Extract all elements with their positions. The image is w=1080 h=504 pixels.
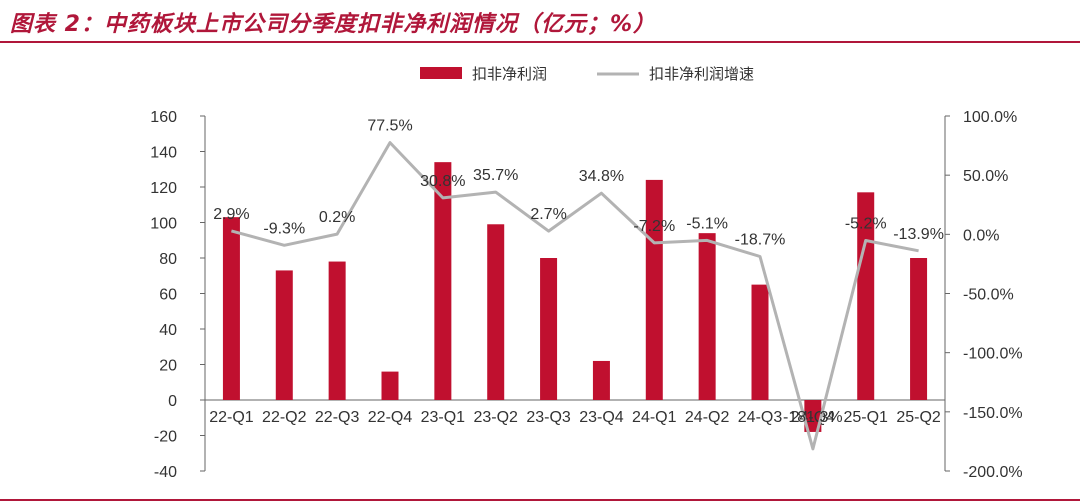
x-tick-label: 24-Q3 — [738, 409, 783, 426]
y-left-tick-label: 80 — [159, 251, 177, 268]
bar-25-Q1 — [857, 192, 875, 400]
combo-chart: -40 -20 0 20 40 60 80 100 120 140 160 -200.0% -150.0… — [150, 66, 1023, 481]
bottom-divider — [0, 499, 1080, 501]
growth-data-label: -7.2% — [633, 218, 675, 235]
y-left-tick-label: 100 — [150, 216, 177, 233]
chart-container: -40 -20 0 20 40 60 80 100 120 140 160 -200.0% -150.0… — [0, 44, 1080, 499]
x-tick-label: 22-Q3 — [315, 409, 360, 426]
x-tick-label: 25-Q2 — [896, 409, 941, 426]
x-tick-label: 23-Q4 — [579, 409, 624, 426]
bar-24-Q2 — [698, 233, 716, 400]
bar-22-Q1 — [222, 217, 240, 400]
x-tick-label: 22-Q2 — [262, 409, 307, 426]
y-left-tick-label: 20 — [159, 358, 177, 375]
y-left-tick-label: 120 — [150, 180, 177, 197]
growth-data-label: 2.7% — [530, 206, 566, 223]
legend-bar-label: 扣非净利润 — [472, 66, 547, 83]
y-left-tick-label: -40 — [154, 464, 177, 481]
bar-23-Q2 — [487, 224, 505, 400]
growth-data-label: -181.3% — [783, 409, 843, 426]
y-left-tick-label: 0 — [168, 393, 177, 410]
growth-data-label: -9.3% — [263, 220, 305, 237]
growth-data-label: -5.1% — [686, 215, 728, 232]
bar-23-Q4 — [592, 360, 610, 400]
y-right-tick-label: -50.0% — [963, 287, 1014, 304]
growth-data-label: 0.2% — [319, 209, 355, 226]
x-tick-label: 22-Q4 — [368, 409, 413, 426]
growth-data-label: 35.7% — [473, 167, 518, 184]
growth-data-label: 34.8% — [579, 168, 624, 185]
growth-data-label: 30.8% — [420, 173, 465, 190]
x-tick-label: 23-Q3 — [526, 409, 571, 426]
y-right-tick-label: -150.0% — [963, 405, 1023, 422]
x-tick-label: 23-Q1 — [421, 409, 466, 426]
bar-23-Q3 — [540, 258, 558, 400]
y-left-tick-label: -20 — [154, 429, 177, 446]
bar-25-Q2 — [910, 258, 928, 400]
y-right-tick-label: 0.0% — [963, 227, 999, 244]
growth-line — [231, 141, 919, 451]
growth-data-label: -18.7% — [735, 231, 786, 248]
y-left-tick-label: 140 — [150, 145, 177, 162]
figure-header: 图表 2：中药板块上市公司分季度扣非净利润情况（亿元；%） — [0, 0, 1080, 44]
x-tick-label: 22-Q1 — [209, 409, 254, 426]
growth-data-label: 77.5% — [367, 118, 412, 135]
legend-bar-swatch — [420, 67, 462, 79]
growth-data-label: -13.9% — [893, 226, 944, 243]
legend-line-label: 扣非净利润增速 — [649, 66, 754, 83]
x-tick-label: 23-Q2 — [473, 409, 518, 426]
bar-23-Q1 — [434, 162, 452, 400]
y-left-tick-label: 40 — [159, 322, 177, 339]
x-tick-label: 24-Q1 — [632, 409, 677, 426]
y-left-tick-label: 160 — [150, 109, 177, 126]
y-right-tick-label: 50.0% — [963, 168, 1008, 185]
bar-24-Q3 — [751, 284, 769, 400]
growth-data-label: -5.2% — [845, 215, 887, 232]
bar-22-Q4 — [381, 371, 399, 400]
title-divider — [0, 41, 1080, 43]
x-tick-label: 25-Q1 — [843, 409, 888, 426]
x-tick-label: 24-Q2 — [685, 409, 730, 426]
y-right-tick-label: -100.0% — [963, 346, 1023, 363]
bar-22-Q3 — [328, 261, 346, 400]
growth-data-label: 2.9% — [213, 206, 249, 223]
bar-22-Q2 — [275, 270, 293, 400]
y-right-tick-label: -200.0% — [963, 464, 1023, 481]
figure-title: 图表 2：中药板块上市公司分季度扣非净利润情况（亿元；%） — [10, 12, 657, 37]
y-left-tick-label: 60 — [159, 287, 177, 304]
bar-24-Q4 — [804, 400, 822, 432]
y-right-tick-label: 100.0% — [963, 109, 1017, 126]
bar-24-Q1 — [645, 179, 663, 400]
